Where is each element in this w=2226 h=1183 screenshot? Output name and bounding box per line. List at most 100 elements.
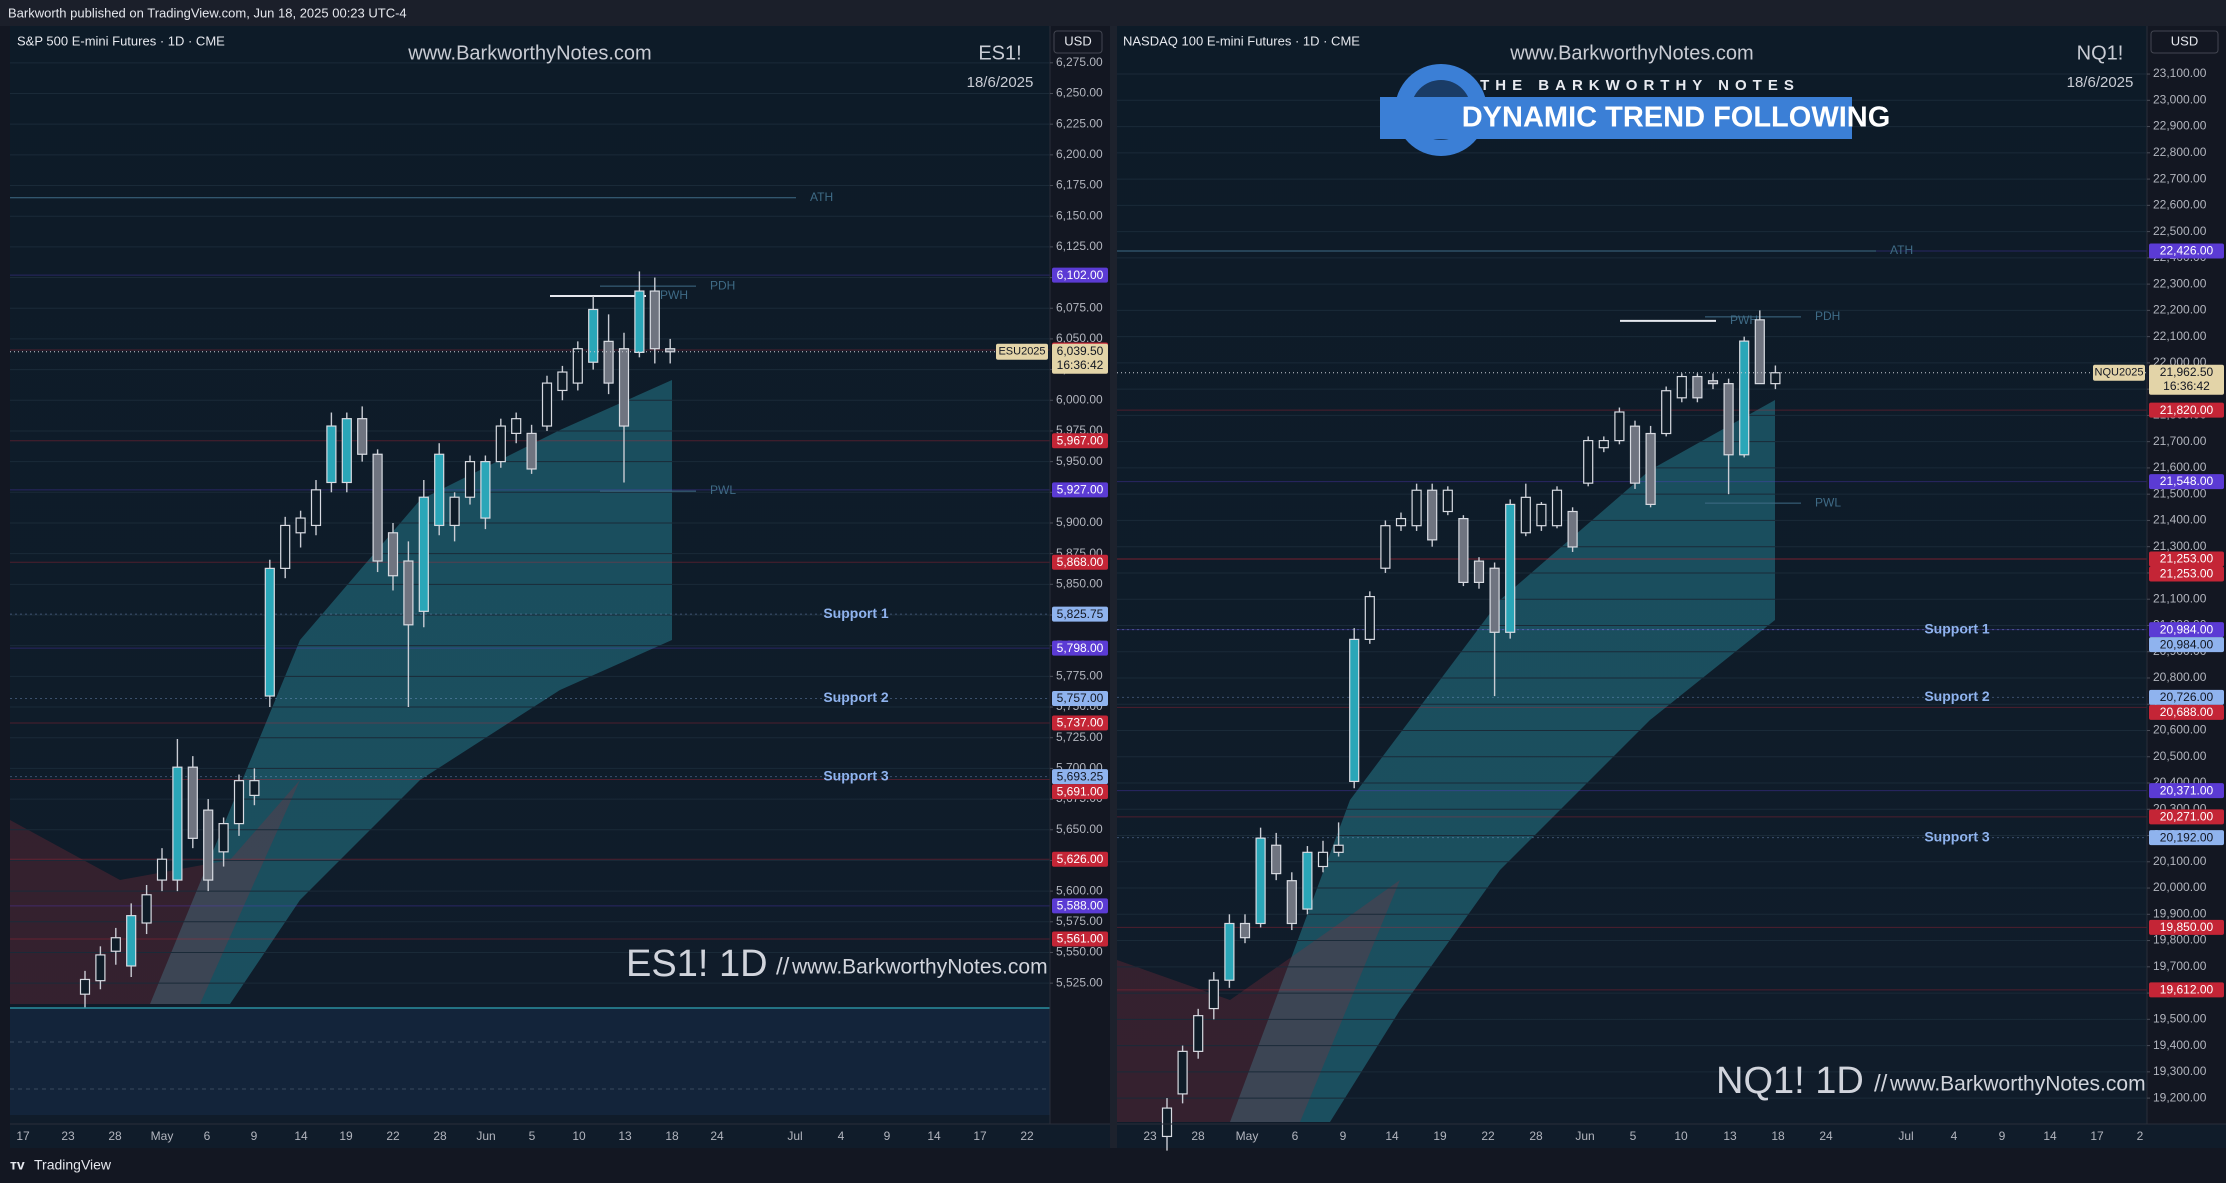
x-tick-label: 5 — [529, 1129, 536, 1143]
y-tick-label: 5,850.00 — [1056, 577, 1103, 591]
candle-body — [1567, 510, 1578, 548]
candle-body — [541, 382, 553, 427]
candle-body — [79, 978, 91, 995]
price-tag-label: 22,426.00 — [2160, 244, 2214, 258]
candle-body — [1583, 440, 1594, 484]
price-tag-label: 5,825.75 — [1057, 607, 1104, 621]
candle-body — [1271, 844, 1282, 875]
annotation-label: PWH — [1730, 313, 1758, 327]
last-price-label: 6,039.50 — [1057, 344, 1104, 358]
price-tag — [2149, 704, 2224, 720]
price-tag — [2149, 830, 2224, 846]
y-tick-label: 20,100.00 — [2153, 854, 2207, 868]
candle-body — [526, 432, 537, 470]
price-tag — [1052, 606, 1108, 622]
candle-body — [249, 780, 260, 796]
y-tick-label: 21,600.00 — [2153, 460, 2207, 474]
y-tick-label: 5,900.00 — [1056, 515, 1103, 529]
currency: USD — [1064, 33, 1091, 48]
price-tag — [1052, 851, 1108, 867]
price-tag-label: 5,691.00 — [1057, 784, 1104, 798]
x-tick-label: 9 — [884, 1129, 891, 1143]
y-tick-label: 20,000.00 — [2153, 880, 2207, 894]
contract-tag — [996, 343, 1048, 360]
support-label: Support 1 — [823, 605, 889, 621]
candle-body — [1302, 851, 1313, 910]
price-tag-label: 6,102.00 — [1057, 268, 1104, 282]
x-tick-label: 18 — [665, 1129, 679, 1143]
countdown: 16:36:42 — [1057, 358, 1104, 372]
y-tick-label: 22,200.00 — [2153, 303, 2207, 317]
candle-body — [1661, 390, 1672, 435]
last-price-tag — [1052, 343, 1108, 374]
footer-separator: // — [1874, 1070, 1888, 1097]
candle-body — [1427, 489, 1438, 541]
price-tag-label: 20,688.00 — [2160, 705, 2214, 719]
x-tick-label: 4 — [838, 1129, 845, 1143]
candle-body — [141, 894, 152, 924]
x-tick-label: 9 — [251, 1129, 258, 1143]
y-tick-label: 6,125.00 — [1056, 239, 1103, 253]
candle-body — [1286, 880, 1297, 925]
price-tag — [1052, 482, 1108, 498]
candle-body — [1614, 411, 1625, 442]
candle-body — [156, 858, 168, 881]
price-tag-label: 20,192.00 — [2160, 830, 2214, 844]
x-tick-label: 17 — [973, 1129, 987, 1143]
y-tick-label: 6,150.00 — [1056, 208, 1103, 222]
price-tag — [2149, 809, 2224, 825]
y-tick-label: 19,300.00 — [2153, 1064, 2207, 1078]
candle-body — [1505, 503, 1516, 633]
price-tag — [1052, 690, 1108, 706]
chart-date: 18/6/2025 — [2067, 74, 2134, 91]
candle-body — [1255, 837, 1266, 925]
candle-body — [1442, 489, 1453, 513]
candle-body — [95, 954, 106, 982]
trend-ribbon-bear — [10, 780, 300, 1004]
last-price-tag — [2149, 364, 2224, 395]
candle-body — [603, 340, 614, 384]
y-tick-label: 21,300.00 — [2153, 539, 2207, 553]
candle-body — [511, 418, 522, 434]
x-tick-label: 22 — [1020, 1129, 1034, 1143]
x-tick-label: 13 — [618, 1129, 632, 1143]
indicator-pane — [10, 1008, 1050, 1115]
price-tag — [2149, 243, 2224, 259]
y-tick-label: 19,200.00 — [2153, 1090, 2207, 1104]
y-tick-label: 22,300.00 — [2153, 276, 2207, 290]
candle-body — [449, 496, 460, 527]
candle-body — [557, 371, 568, 392]
price-tag-label: 5,693.25 — [1057, 769, 1104, 783]
price-tag-label: 21,253.00 — [2160, 552, 2214, 566]
x-tick-label: 14 — [2043, 1129, 2057, 1143]
price-tag — [2149, 783, 2224, 799]
candle-body — [126, 915, 137, 967]
candle-body — [464, 461, 476, 498]
chart-title: NASDAQ 100 E-mini Futures · 1D · CME — [1123, 33, 1360, 48]
x-tick-label: 10 — [1674, 1129, 1688, 1143]
candle-body — [264, 567, 275, 697]
support-label: Support 3 — [823, 767, 889, 783]
countdown: 16:36:42 — [2163, 379, 2210, 393]
x-tick-label: May — [151, 1129, 174, 1143]
logo-banner — [1380, 97, 1852, 139]
candle-body — [403, 560, 414, 626]
candle-body — [310, 489, 322, 527]
y-tick-label: 5,725.00 — [1056, 730, 1103, 744]
candle-body — [110, 937, 121, 952]
price-tag — [2149, 689, 2224, 705]
price-tag-label: 5,757.00 — [1057, 691, 1104, 705]
price-tag-label: 20,726.00 — [2160, 690, 2214, 704]
logo: THE BARKWORTHY NOTES DYNAMIC TREND FOLLO… — [1380, 64, 1890, 156]
candle-body — [480, 461, 491, 519]
x-tick-label: 24 — [710, 1129, 724, 1143]
y-tick-label: 6,200.00 — [1056, 147, 1103, 161]
x-tick-label: 24 — [1819, 1129, 1833, 1143]
price-tag — [1052, 769, 1108, 785]
price-tag — [1052, 433, 1108, 449]
logo-title: DYNAMIC TREND FOLLOWING — [1462, 102, 1891, 134]
symbol: NQ1! — [2077, 42, 2124, 64]
x-tick-label: 28 — [1191, 1129, 1205, 1143]
candle-body — [280, 524, 291, 569]
